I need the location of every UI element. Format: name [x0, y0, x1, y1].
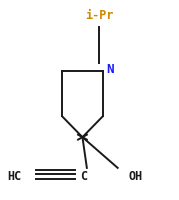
Text: i-Pr: i-Pr	[85, 9, 113, 22]
Text: C: C	[80, 169, 87, 182]
Text: OH: OH	[128, 169, 142, 182]
Text: HC: HC	[7, 169, 22, 182]
Text: N: N	[106, 63, 113, 76]
